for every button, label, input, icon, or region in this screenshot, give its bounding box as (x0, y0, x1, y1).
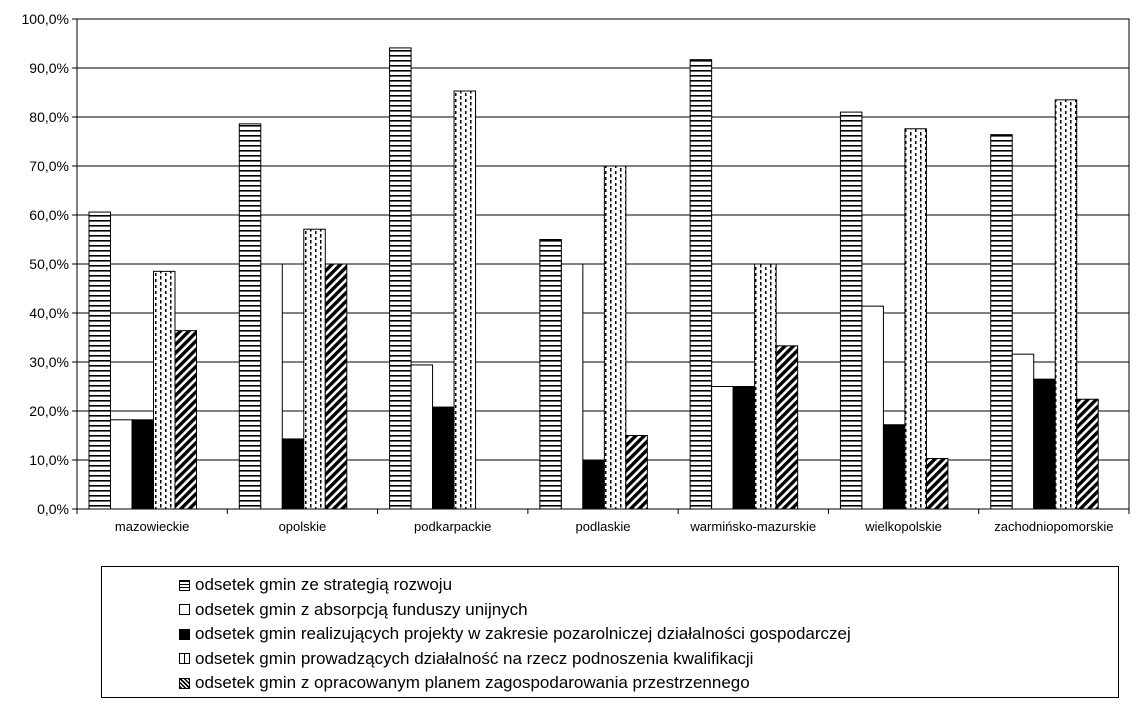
x-tick-label: warmińsko-mazurskie (689, 519, 816, 534)
bar-3 (582, 459, 605, 510)
x-tick-label: zachodniopomorskie (994, 519, 1113, 534)
bar-2 (410, 364, 434, 510)
bar-5 (625, 435, 648, 510)
legend-label: odsetek gmin realizujących projekty w za… (195, 624, 851, 643)
y-tick-label: 10,0% (29, 452, 69, 468)
bar-3 (882, 424, 906, 510)
bar-4 (904, 128, 927, 510)
bar-4 (453, 90, 477, 510)
bar-2 (110, 419, 133, 510)
y-tick-label: 0,0% (37, 501, 69, 517)
y-tick-label: 70,0% (29, 158, 69, 174)
y-tick-label: 30,0% (29, 354, 69, 370)
legend-label: odsetek gmin z opracowanym planem zagosp… (195, 673, 750, 692)
bar-1 (389, 47, 412, 510)
bar-4 (303, 228, 326, 510)
legend-item: odsetek gmin z absorpcją funduszy unijny… (179, 599, 528, 619)
bar-4 (754, 263, 777, 510)
x-tick-label: podlaskie (576, 519, 631, 534)
bar-chart: 0,0% 10,0% 20,0% 30,0% 40,0% 50,0% 60,0% 70,0% 8… (22, 11, 1130, 534)
bar-3 (281, 438, 305, 510)
bar-5 (324, 263, 348, 510)
y-tick-label: 100,0% (22, 11, 69, 27)
bar-2 (260, 263, 283, 510)
bar-1 (839, 111, 863, 510)
bar-3 (1033, 378, 1056, 510)
bar-1 (238, 123, 262, 510)
y-tick-label: 60,0% (29, 207, 69, 223)
x-tick-label: wielkopolskie (864, 519, 942, 534)
bar-1 (689, 59, 713, 510)
x-tick-label: opolskie (279, 519, 327, 534)
bar-5 (174, 330, 197, 510)
legend: odsetek gmin ze strategią rozwoju odsetek… (101, 566, 1119, 698)
bar-2 (861, 305, 884, 510)
legend-swatch (179, 604, 190, 615)
y-tick-label: 90,0% (29, 60, 69, 76)
y-tick-label: 80,0% (29, 109, 69, 125)
legend-swatch (179, 653, 190, 664)
y-tick-label: 40,0% (29, 305, 69, 321)
bar-4 (153, 270, 176, 510)
bar-5 (1076, 398, 1099, 510)
x-tick-label: mazowieckie (115, 519, 189, 534)
bar-3 (732, 386, 756, 510)
bar-4 (603, 165, 627, 510)
legend-item: odsetek gmin prowadzących działalność na… (179, 648, 754, 668)
y-tick-label: 20,0% (29, 403, 69, 419)
bar-2 (560, 263, 584, 510)
bar-4 (1054, 99, 1078, 510)
legend-item: odsetek gmin ze strategią rozwoju (179, 575, 453, 594)
bar-2 (711, 386, 734, 510)
legend-label: odsetek gmin ze strategią rozwoju (195, 575, 453, 594)
bar-3 (131, 419, 154, 510)
bar-2 (1011, 353, 1035, 510)
legend-item: odsetek gmin realizujących projekty w za… (179, 624, 851, 643)
bar-5 (925, 458, 949, 510)
bar-1 (990, 134, 1013, 510)
legend-item: odsetek gmin z opracowanym planem zagosp… (179, 673, 750, 692)
legend-label: odsetek gmin prowadzących działalność na… (195, 648, 754, 668)
x-tick-label: podkarpackie (414, 519, 491, 534)
y-tick-label: 50,0% (29, 256, 69, 272)
legend-label: odsetek gmin z absorpcją funduszy unijny… (195, 599, 528, 619)
bar-5 (775, 345, 799, 510)
bar-3 (432, 406, 455, 510)
legend-swatch (179, 628, 190, 640)
bar-1 (539, 239, 562, 510)
legend-swatch (179, 677, 190, 689)
legend-swatch (179, 579, 190, 591)
bar-1 (88, 211, 111, 510)
